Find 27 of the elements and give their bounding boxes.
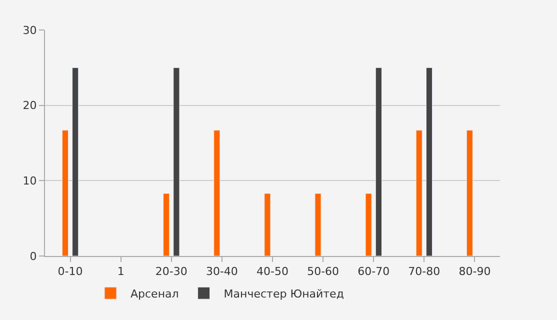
x-tick-label: 0-10 [58,265,83,278]
bar [264,193,271,256]
x-tick-label: 70-80 [408,265,440,278]
bar [62,130,69,256]
legend-label: Манчестер Юнайтед [224,287,344,300]
y-tick-label: 30 [22,24,37,37]
legend-label: Арсенал [130,287,179,300]
y-tick-label: 10 [22,174,37,188]
x-tick-label: 40-50 [256,265,288,278]
x-tick-label: 1 [117,265,124,278]
x-tick-label: 80-90 [458,265,491,278]
bar [365,193,372,256]
bar [163,193,170,256]
y-tick-label: 20 [22,99,37,112]
x-tick-label: 60-70 [358,265,390,278]
bar [314,193,322,256]
x-tick-label: 30-40 [206,265,238,278]
bar [72,67,79,256]
bar [173,67,180,256]
y-tick-label: 0 [30,250,37,263]
x-tick-label: 20-30 [155,265,188,278]
bar [416,130,422,256]
bar [375,67,382,256]
bar [466,130,473,256]
bar [214,130,220,256]
bar [426,67,433,256]
x-tick-label: 50-60 [307,265,340,278]
